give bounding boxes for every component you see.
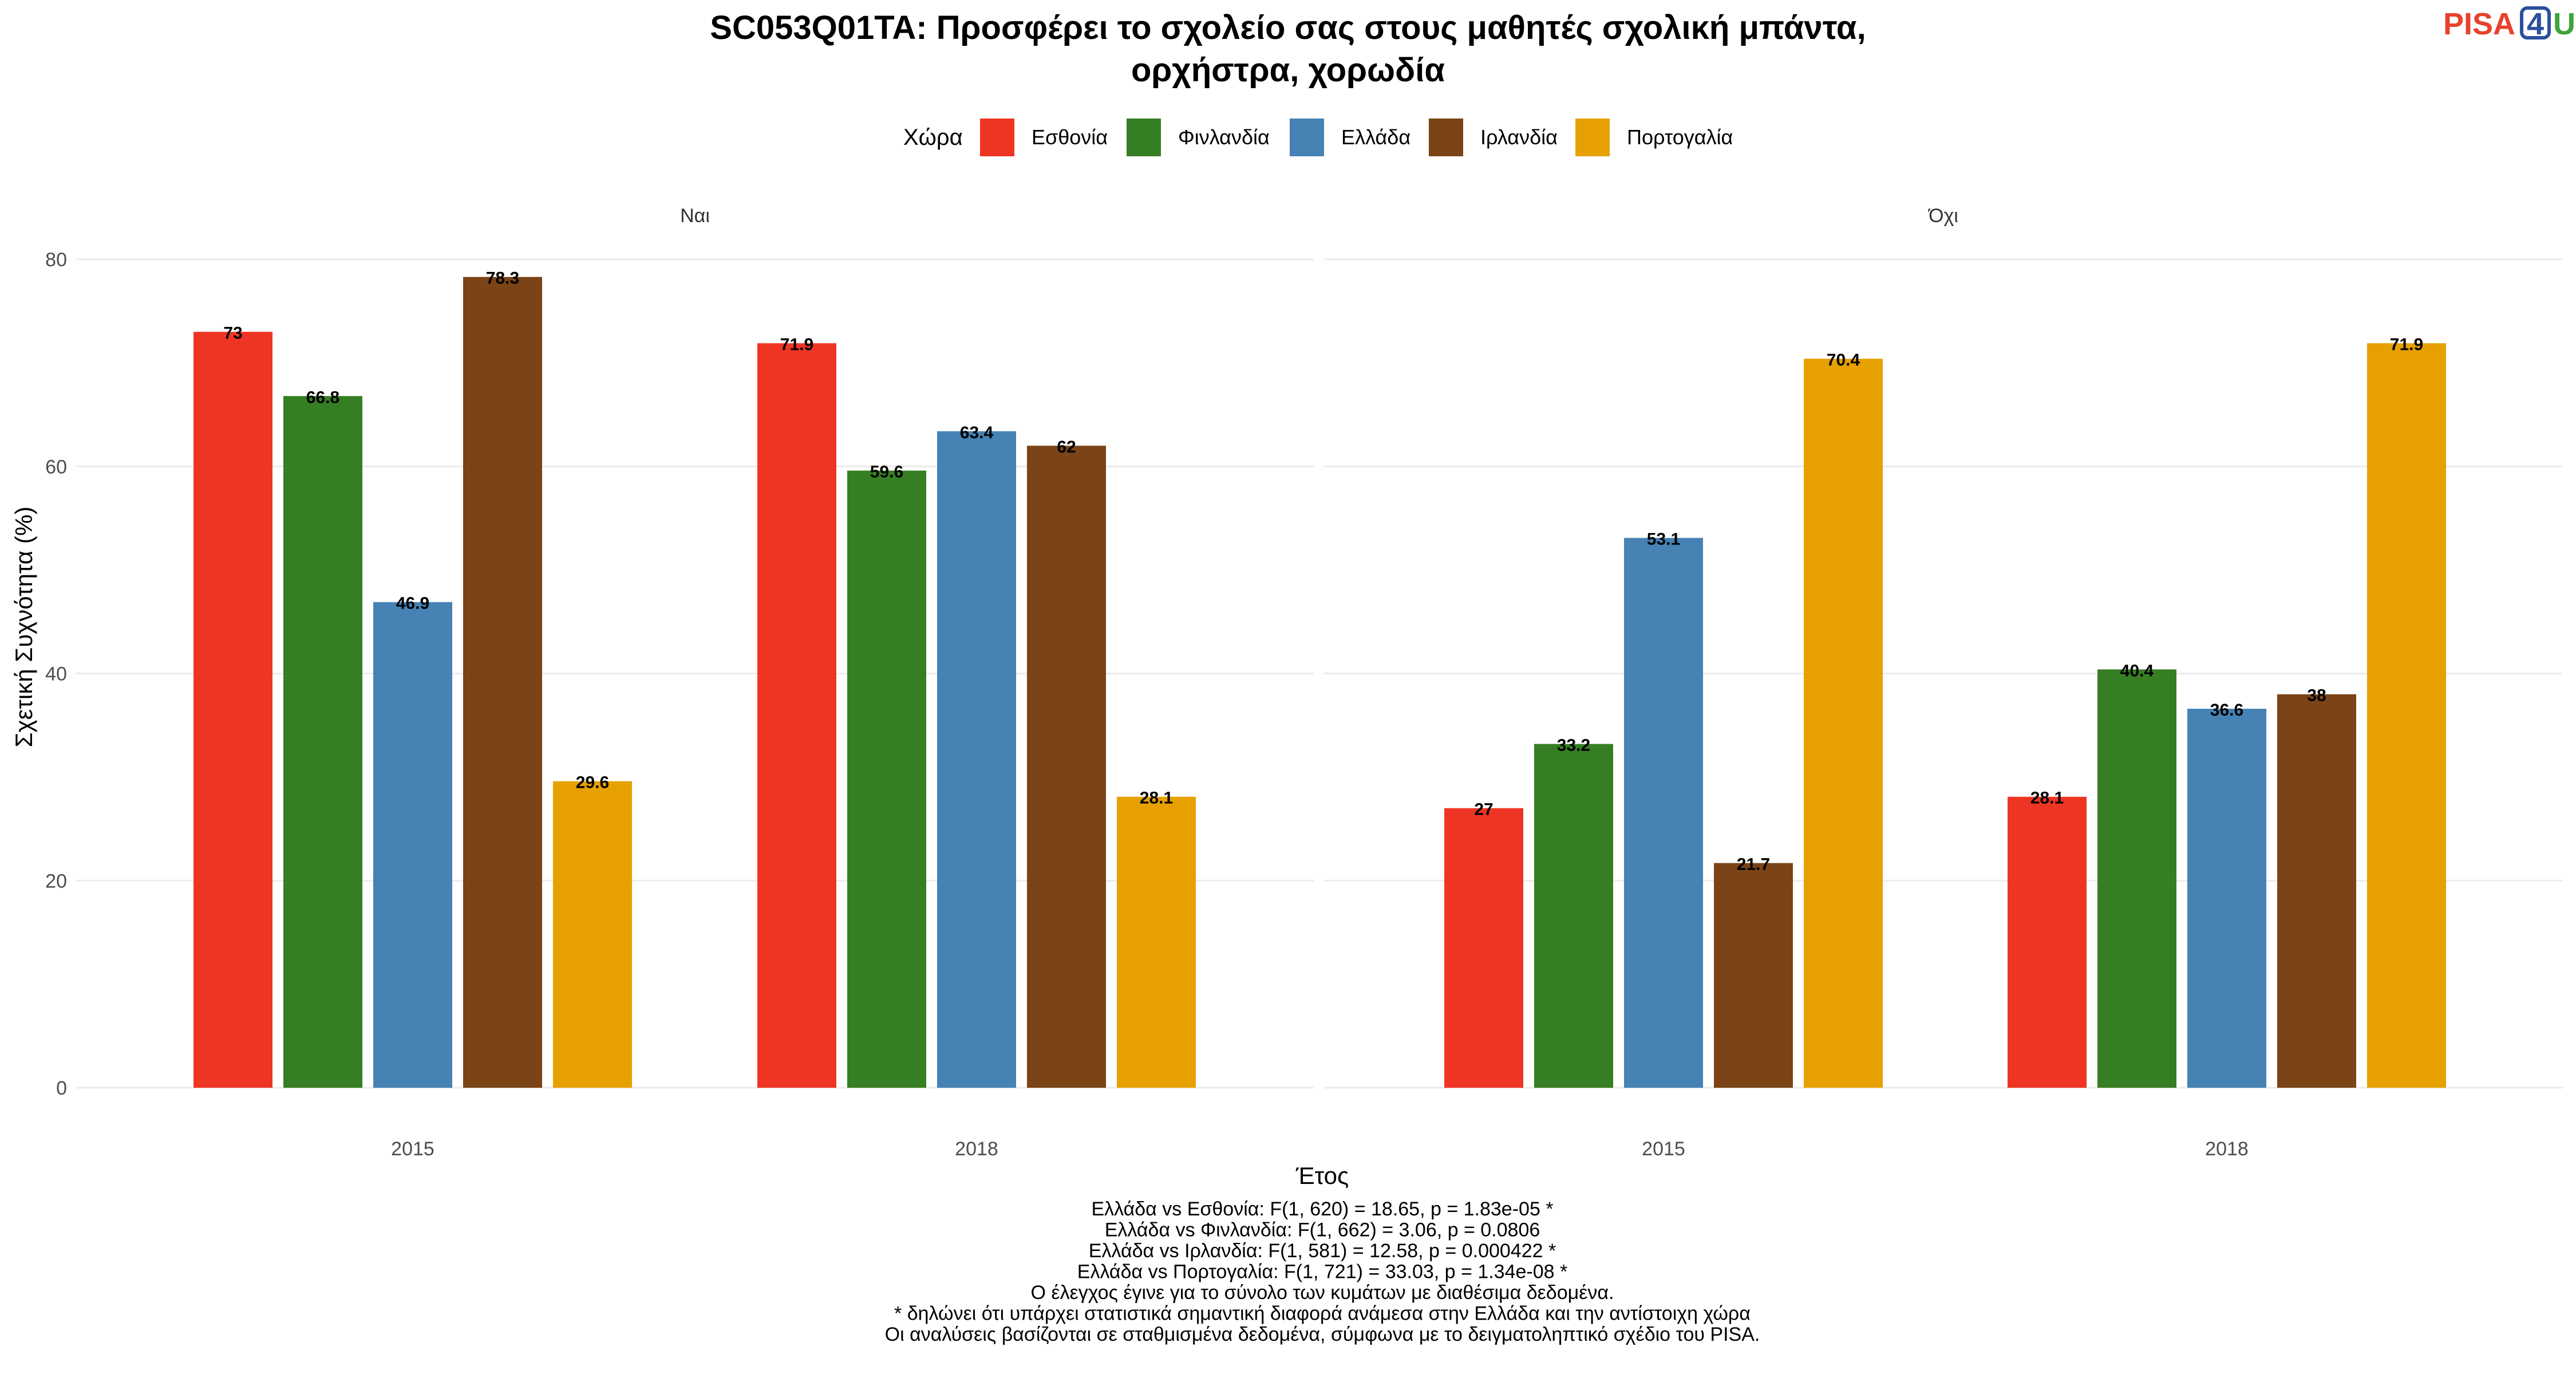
facet-strip-label-2: Όχι — [1927, 205, 1958, 227]
legend-key-1 — [980, 119, 1014, 156]
x-tick-label: 2018 — [2205, 1138, 2249, 1160]
bar-label: 71.9 — [2390, 335, 2423, 354]
facet-panel-1: Ναι 73 66.8 46.9 78.3 29.6 2015 71.9 59.6 63.4 62 2… — [76, 205, 1314, 1160]
bar-2015-3 — [1624, 538, 1703, 1088]
bar-2018-5 — [2367, 343, 2446, 1088]
y-tick-label: 80 — [45, 249, 67, 271]
caption-line-5: Ο έλεγχος έγινε για το σύνολο των κυμάτω… — [1031, 1282, 1614, 1304]
bar-label: 53.1 — [1647, 530, 1680, 549]
logo-four-box — [2520, 6, 2551, 40]
bar-2018-1 — [2008, 796, 2087, 1088]
bar-2015-2 — [1534, 744, 1613, 1088]
legend-label-2: Φινλανδία — [1178, 125, 1270, 149]
chart-title-line2: ορχήστρα, χορωδία — [1131, 52, 1445, 89]
legend-label-5: Πορτογαλία — [1627, 125, 1733, 149]
facet-panel-2: Όχι 27 33.2 53.1 21.7 70.4 2015 28.1 40.4 36.6 38 7… — [1324, 205, 2563, 1160]
caption-line-7: Οι αναλύσεις βασίζονται σε σταθμισμένα δ… — [885, 1324, 1760, 1345]
y-tick-label: 40 — [45, 664, 67, 685]
caption-line-2: Ελλάδα vs Φινλανδία: F(1, 662) = 3.06, p… — [1105, 1219, 1540, 1241]
bar-2015-4 — [1714, 863, 1793, 1088]
legend-label-4: Ιρλανδία — [1480, 125, 1558, 149]
bar-2018-2 — [2097, 669, 2176, 1088]
legend-title: Χώρα — [903, 125, 963, 150]
legend-key-5 — [1575, 119, 1610, 156]
bar-2018-1 — [757, 343, 836, 1088]
bar-label: 62 — [1057, 438, 1076, 457]
bar-label: 63.4 — [960, 423, 994, 442]
bar-2018-4 — [1027, 445, 1106, 1088]
legend-label-1: Εσθονία — [1032, 125, 1108, 149]
bar-2015-3 — [373, 602, 452, 1088]
bar-label: 78.3 — [486, 269, 519, 288]
legend-key-4 — [1429, 119, 1463, 156]
y-tick-label: 20 — [45, 870, 67, 892]
bar-2018-3 — [2187, 708, 2266, 1088]
legend-label-3: Ελλάδα — [1341, 125, 1411, 149]
chart-title: SC053Q01TA: Προσφέρει το σχολείο σας στο… — [710, 9, 1866, 46]
bar-label: 46.9 — [396, 594, 429, 613]
bar-label: 70.4 — [1827, 351, 1860, 370]
y-axis-title: Σχετική Συχνότητα (%) — [10, 507, 37, 748]
bar-2015-1 — [193, 331, 272, 1088]
legend-key-2 — [1127, 119, 1161, 156]
bar-2015-4 — [463, 277, 542, 1088]
logo-pisa-text: PISA — [2443, 7, 2515, 41]
x-tick-label: 2015 — [1642, 1138, 1685, 1160]
bar-2015-1 — [1444, 808, 1523, 1088]
y-tick-label: 0 — [56, 1077, 67, 1099]
facet-strip-label-1: Ναι — [680, 205, 710, 227]
pisa4u-logo: PISA 4 U — [2443, 6, 2575, 41]
bar-label: 38 — [2307, 686, 2326, 705]
caption: Ελλάδα vs Εσθονία: F(1, 620) = 18.65, p … — [885, 1198, 1760, 1345]
plot-panels: Ναι 73 66.8 46.9 78.3 29.6 2015 71.9 59.6 63.4 62 2… — [45, 205, 2563, 1160]
bar-label: 33.2 — [1557, 736, 1590, 755]
bar-label: 29.6 — [576, 773, 609, 792]
x-axis-title: Έτος — [1295, 1162, 1349, 1189]
x-tick-label: 2018 — [955, 1138, 998, 1160]
bar-label: 73 — [223, 324, 242, 343]
bar-label: 40.4 — [2120, 661, 2154, 680]
caption-line-6: * δηλώνει ότι υπάρχει στατιστικά σημαντι… — [894, 1303, 1751, 1325]
bar-label: 28.1 — [2030, 789, 2064, 808]
x-tick-label: 2015 — [391, 1138, 434, 1160]
legend-key-3 — [1290, 119, 1324, 156]
bar-2015-5 — [1804, 358, 1883, 1088]
bar-label: 36.6 — [2210, 701, 2243, 720]
bar-2018-5 — [1117, 796, 1196, 1088]
logo-four-text: 4 — [2527, 7, 2544, 41]
caption-line-1: Ελλάδα vs Εσθονία: F(1, 620) = 18.65, p … — [1091, 1198, 1553, 1220]
bar-2018-3 — [937, 431, 1016, 1088]
caption-line-4: Ελλάδα vs Πορτογαλία: F(1, 721) = 33.03,… — [1077, 1261, 1567, 1283]
bar-label: 21.7 — [1737, 855, 1770, 874]
bar-2018-2 — [847, 470, 926, 1088]
bar-label: 28.1 — [1140, 789, 1173, 808]
bar-2015-5 — [553, 781, 632, 1088]
legend: Χώρα Εσθονία Φινλανδία Ελλάδα Ιρλανδία Πορτο… — [903, 119, 1733, 156]
bar-2015-2 — [283, 396, 362, 1088]
bar-2018-4 — [2277, 694, 2356, 1088]
bar-label: 71.9 — [780, 335, 813, 354]
bar-label: 59.6 — [870, 463, 903, 481]
y-tick-label: 60 — [45, 456, 67, 478]
logo-u-text: U — [2553, 7, 2575, 41]
bar-label: 27 — [1474, 800, 1493, 819]
caption-line-3: Ελλάδα vs Ιρλανδία: F(1, 581) = 12.58, p… — [1089, 1240, 1556, 1262]
bar-label: 66.8 — [306, 388, 339, 407]
